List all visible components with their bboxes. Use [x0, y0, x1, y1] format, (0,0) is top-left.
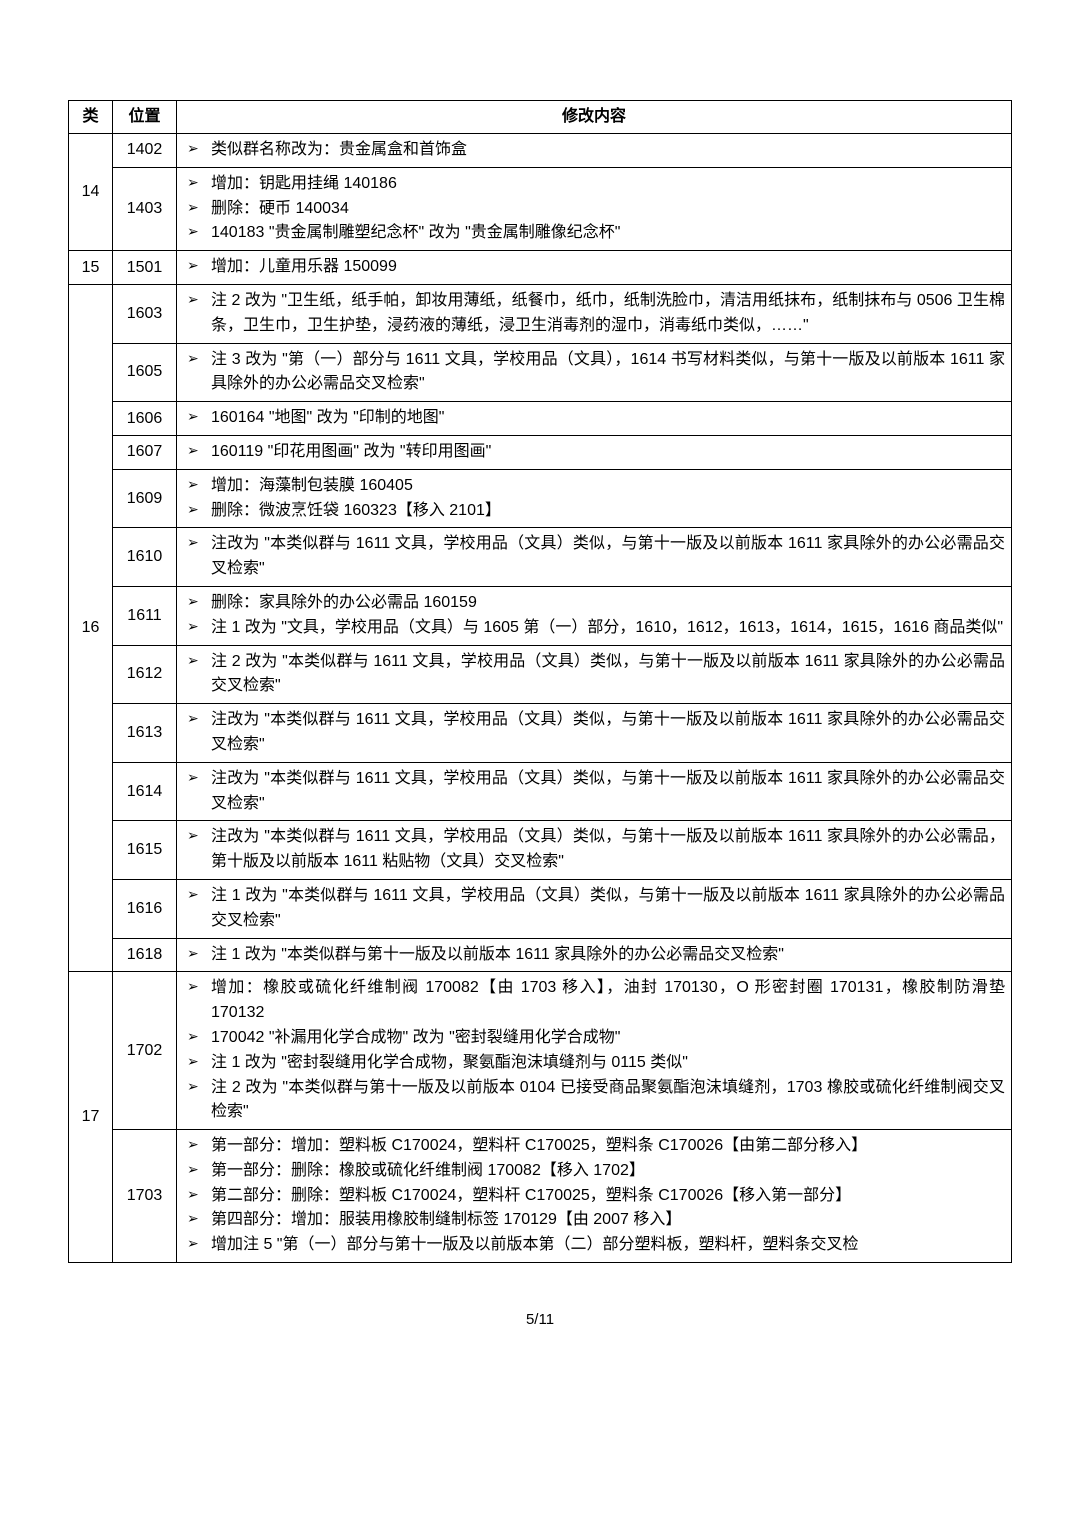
position-cell: 1611 — [113, 586, 177, 645]
table-row: 151501增加：儿童用乐器 150099 — [69, 251, 1012, 285]
table-row: 1611删除：家具除外的办公必需品 160159注 1 改为 "文具，学校用品（… — [69, 586, 1012, 645]
content-cell: 注改为 "本类似群与 1611 文具，学校用品（文具）类似，与第十一版及以前版本… — [177, 821, 1012, 880]
content-item: 注 1 改为 "文具，学校用品（文具）与 1605 第（一）部分，1610，16… — [179, 616, 1005, 641]
position-cell: 1606 — [113, 402, 177, 436]
table-row: 1609增加：海藻制包装膜 160405删除：微波烹饪袋 160323【移入 2… — [69, 469, 1012, 528]
content-cell: 增加：儿童用乐器 150099 — [177, 251, 1012, 285]
content-item: 第一部分：删除：橡胶或硫化纤维制阀 170082【移入 1702】 — [179, 1159, 1005, 1184]
content-item: 删除：家具除外的办公必需品 160159 — [179, 591, 1005, 616]
table-row: 1703第一部分：增加：塑料板 C170024，塑料杆 C170025，塑料条 … — [69, 1130, 1012, 1263]
content-item: 删除：硬币 140034 — [179, 197, 1005, 222]
table-row: 171702增加：橡胶或硫化纤维制阀 170082【由 1703 移入】，油封 … — [69, 972, 1012, 1130]
table-row: 1403增加：钥匙用挂绳 140186删除：硬币 140034140183 "贵… — [69, 167, 1012, 250]
table-row: 1606160164 "地图" 改为 "印制的地图" — [69, 402, 1012, 436]
table-row: 1618注 1 改为 "本类似群与第十一版及以前版本 1611 家具除外的办公必… — [69, 938, 1012, 972]
content-cell: 注改为 "本类似群与 1611 文具，学校用品（文具）类似，与第十一版及以前版本… — [177, 528, 1012, 587]
content-item: 注 2 改为 "本类似群与第十一版及以前版本 0104 已接受商品聚氨酯泡沫填缝… — [179, 1076, 1005, 1126]
position-cell: 1703 — [113, 1130, 177, 1263]
content-item: 注 1 改为 "本类似群与 1611 文具，学校用品（文具）类似，与第十一版及以… — [179, 884, 1005, 934]
content-cell: 增加：钥匙用挂绳 140186删除：硬币 140034140183 "贵金属制雕… — [177, 167, 1012, 250]
table-row: 1605注 3 改为 "第（一）部分与 1611 文具，学校用品（文具），161… — [69, 343, 1012, 402]
content-item: 第一部分：增加：塑料板 C170024，塑料杆 C170025，塑料条 C170… — [179, 1134, 1005, 1159]
page-number: 5/11 — [68, 1311, 1012, 1328]
header-position: 位置 — [113, 101, 177, 134]
content-item: 增加：儿童用乐器 150099 — [179, 255, 1005, 280]
table-row: 1612注 2 改为 "本类似群与 1611 文具，学校用品（文具）类似，与第十… — [69, 645, 1012, 704]
position-cell: 1607 — [113, 435, 177, 469]
position-cell: 1609 — [113, 469, 177, 528]
content-item: 注改为 "本类似群与 1611 文具，学校用品（文具）类似，与第十一版及以前版本… — [179, 708, 1005, 758]
table-row: 1610注改为 "本类似群与 1611 文具，学校用品（文具）类似，与第十一版及… — [69, 528, 1012, 587]
position-cell: 1403 — [113, 167, 177, 250]
content-cell: 第一部分：增加：塑料板 C170024，塑料杆 C170025，塑料条 C170… — [177, 1130, 1012, 1263]
table-row: 1613注改为 "本类似群与 1611 文具，学校用品（文具）类似，与第十一版及… — [69, 704, 1012, 763]
content-item: 160119 "印花用图画" 改为 "转印用图画" — [179, 440, 1005, 465]
content-cell: 注改为 "本类似群与 1611 文具，学校用品（文具）类似，与第十一版及以前版本… — [177, 762, 1012, 821]
content-cell: 注改为 "本类似群与 1611 文具，学校用品（文具）类似，与第十一版及以前版本… — [177, 704, 1012, 763]
content-item: 注 1 改为 "密封裂缝用化学合成物，聚氨酯泡沫填缝剂与 0115 类似" — [179, 1051, 1005, 1076]
position-cell: 1610 — [113, 528, 177, 587]
content-item: 删除：微波烹饪袋 160323【移入 2101】 — [179, 499, 1005, 524]
table-header-row: 类 位置 修改内容 — [69, 101, 1012, 134]
content-item: 增加：海藻制包装膜 160405 — [179, 474, 1005, 499]
content-item: 注 2 改为 "本类似群与 1611 文具，学校用品（文具）类似，与第十一版及以… — [179, 650, 1005, 700]
header-content: 修改内容 — [177, 101, 1012, 134]
content-item: 注 3 改为 "第（一）部分与 1611 文具，学校用品（文具），1614 书写… — [179, 348, 1005, 398]
class-cell: 17 — [69, 972, 113, 1263]
content-item: 注改为 "本类似群与 1611 文具，学校用品（文具）类似，与第十一版及以前版本… — [179, 767, 1005, 817]
position-cell: 1402 — [113, 134, 177, 168]
table-row: 141402类似群名称改为：贵金属盒和首饰盒 — [69, 134, 1012, 168]
content-cell: 类似群名称改为：贵金属盒和首饰盒 — [177, 134, 1012, 168]
content-cell: 删除：家具除外的办公必需品 160159注 1 改为 "文具，学校用品（文具）与… — [177, 586, 1012, 645]
content-cell: 增加：橡胶或硫化纤维制阀 170082【由 1703 移入】，油封 170130… — [177, 972, 1012, 1130]
class-cell: 14 — [69, 134, 113, 251]
class-cell: 15 — [69, 251, 113, 285]
content-cell: 注 2 改为 "本类似群与 1611 文具，学校用品（文具）类似，与第十一版及以… — [177, 645, 1012, 704]
table-row: 1616注 1 改为 "本类似群与 1611 文具，学校用品（文具）类似，与第十… — [69, 879, 1012, 938]
content-item: 第二部分：删除：塑料板 C170024，塑料杆 C170025，塑料条 C170… — [179, 1184, 1005, 1209]
content-cell: 注 1 改为 "本类似群与 1611 文具，学校用品（文具）类似，与第十一版及以… — [177, 879, 1012, 938]
table-row: 1615注改为 "本类似群与 1611 文具，学校用品（文具）类似，与第十一版及… — [69, 821, 1012, 880]
position-cell: 1605 — [113, 343, 177, 402]
content-cell: 160119 "印花用图画" 改为 "转印用图画" — [177, 435, 1012, 469]
position-cell: 1501 — [113, 251, 177, 285]
amendments-table: 类 位置 修改内容 141402类似群名称改为：贵金属盒和首饰盒1403增加：钥… — [68, 100, 1012, 1263]
content-cell: 注 2 改为 "卫生纸，纸手帕，卸妆用薄纸，纸餐巾，纸巾，纸制洗脸巾，清洁用纸抹… — [177, 284, 1012, 343]
position-cell: 1616 — [113, 879, 177, 938]
content-item: 增加注 5 "第（一）部分与第十一版及以前版本第（二）部分塑料板，塑料杆，塑料条… — [179, 1233, 1005, 1258]
content-item: 注改为 "本类似群与 1611 文具，学校用品（文具）类似，与第十一版及以前版本… — [179, 532, 1005, 582]
header-class: 类 — [69, 101, 113, 134]
content-item: 160164 "地图" 改为 "印制的地图" — [179, 406, 1005, 431]
table-row: 1607160119 "印花用图画" 改为 "转印用图画" — [69, 435, 1012, 469]
position-cell: 1613 — [113, 704, 177, 763]
content-cell: 注 1 改为 "本类似群与第十一版及以前版本 1611 家具除外的办公必需品交叉… — [177, 938, 1012, 972]
table-row: 1614注改为 "本类似群与 1611 文具，学校用品（文具）类似，与第十一版及… — [69, 762, 1012, 821]
content-item: 增加：钥匙用挂绳 140186 — [179, 172, 1005, 197]
content-item: 注 2 改为 "卫生纸，纸手帕，卸妆用薄纸，纸餐巾，纸巾，纸制洗脸巾，清洁用纸抹… — [179, 289, 1005, 339]
position-cell: 1612 — [113, 645, 177, 704]
content-cell: 160164 "地图" 改为 "印制的地图" — [177, 402, 1012, 436]
position-cell: 1618 — [113, 938, 177, 972]
content-item: 注 1 改为 "本类似群与第十一版及以前版本 1611 家具除外的办公必需品交叉… — [179, 943, 1005, 968]
content-item: 140183 "贵金属制雕塑纪念杯" 改为 "贵金属制雕像纪念杯" — [179, 221, 1005, 246]
class-cell: 16 — [69, 284, 113, 971]
position-cell: 1702 — [113, 972, 177, 1130]
content-item: 增加：橡胶或硫化纤维制阀 170082【由 1703 移入】，油封 170130… — [179, 976, 1005, 1026]
content-cell: 注 3 改为 "第（一）部分与 1611 文具，学校用品（文具），1614 书写… — [177, 343, 1012, 402]
position-cell: 1603 — [113, 284, 177, 343]
content-item: 注改为 "本类似群与 1611 文具，学校用品（文具）类似，与第十一版及以前版本… — [179, 825, 1005, 875]
position-cell: 1614 — [113, 762, 177, 821]
content-item: 类似群名称改为：贵金属盒和首饰盒 — [179, 138, 1005, 163]
position-cell: 1615 — [113, 821, 177, 880]
content-item: 第四部分：增加：服装用橡胶制缝制标签 170129【由 2007 移入】 — [179, 1208, 1005, 1233]
content-cell: 增加：海藻制包装膜 160405删除：微波烹饪袋 160323【移入 2101】 — [177, 469, 1012, 528]
content-item: 170042 "补漏用化学合成物" 改为 "密封裂缝用化学合成物" — [179, 1026, 1005, 1051]
table-row: 161603注 2 改为 "卫生纸，纸手帕，卸妆用薄纸，纸餐巾，纸巾，纸制洗脸巾… — [69, 284, 1012, 343]
